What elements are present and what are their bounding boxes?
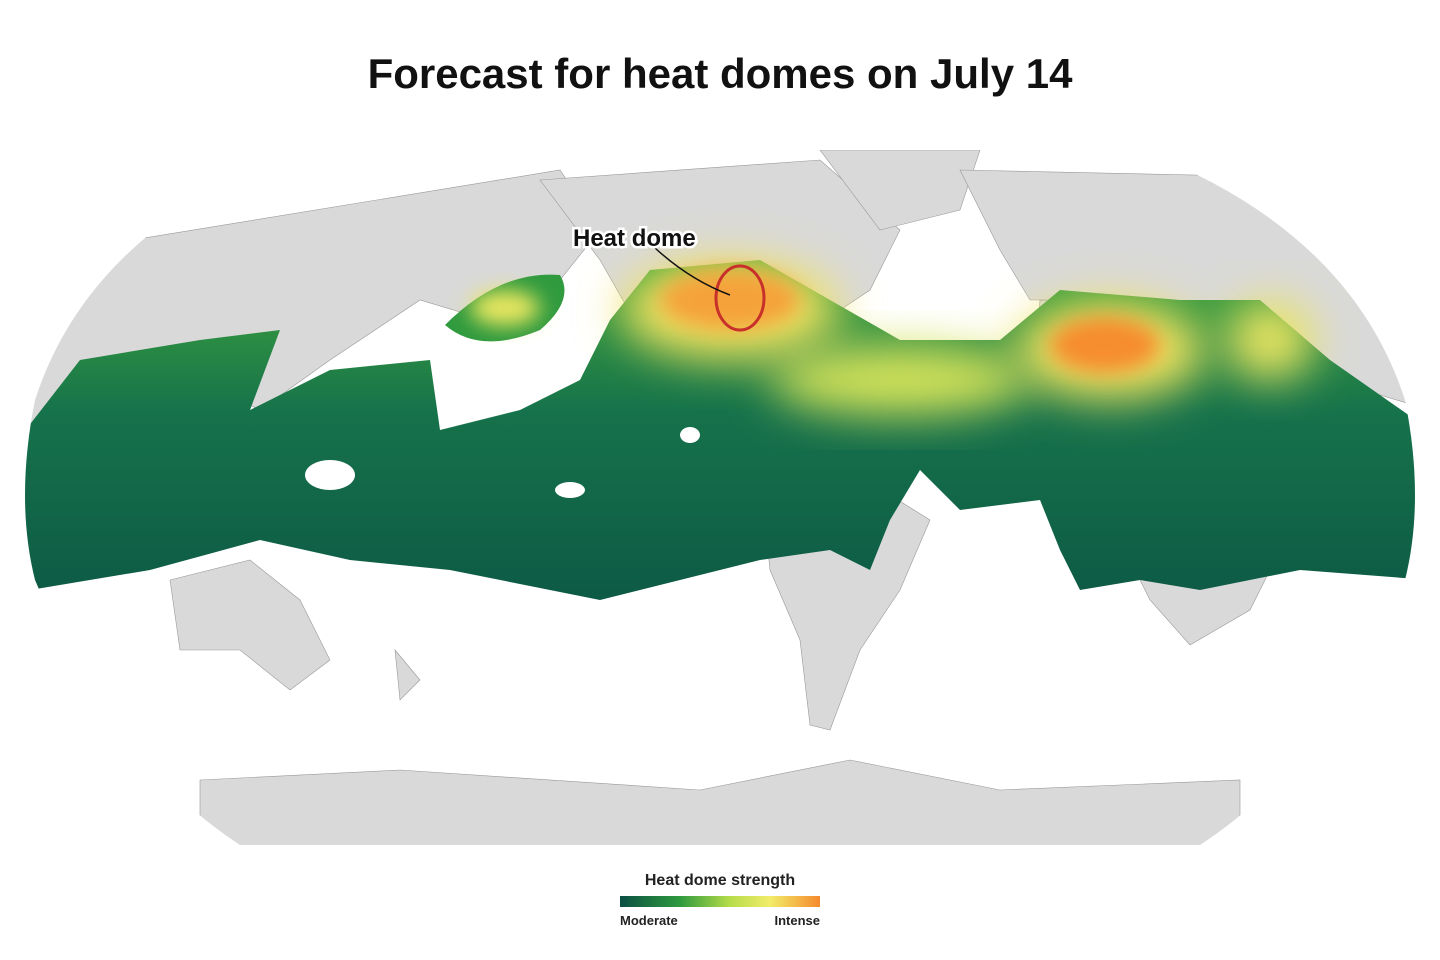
title: Forecast for heat domes on July 14 [367, 50, 1073, 97]
annotation: Heat dome [571, 223, 766, 332]
annotation-line [654, 247, 731, 296]
legend-low: Moderate [620, 913, 678, 928]
map-body [25, 150, 1415, 845]
gaps [305, 427, 700, 498]
legend-scale [620, 896, 820, 907]
legend-high: Intense [774, 913, 820, 928]
legend-title: Heat dome strength [645, 872, 795, 889]
heat-highlights [470, 260, 1315, 415]
highlight-circle [714, 264, 766, 332]
annotation-label: Heat dome [573, 225, 696, 252]
legend: Heat dome strength Moderate Intense [620, 872, 820, 928]
